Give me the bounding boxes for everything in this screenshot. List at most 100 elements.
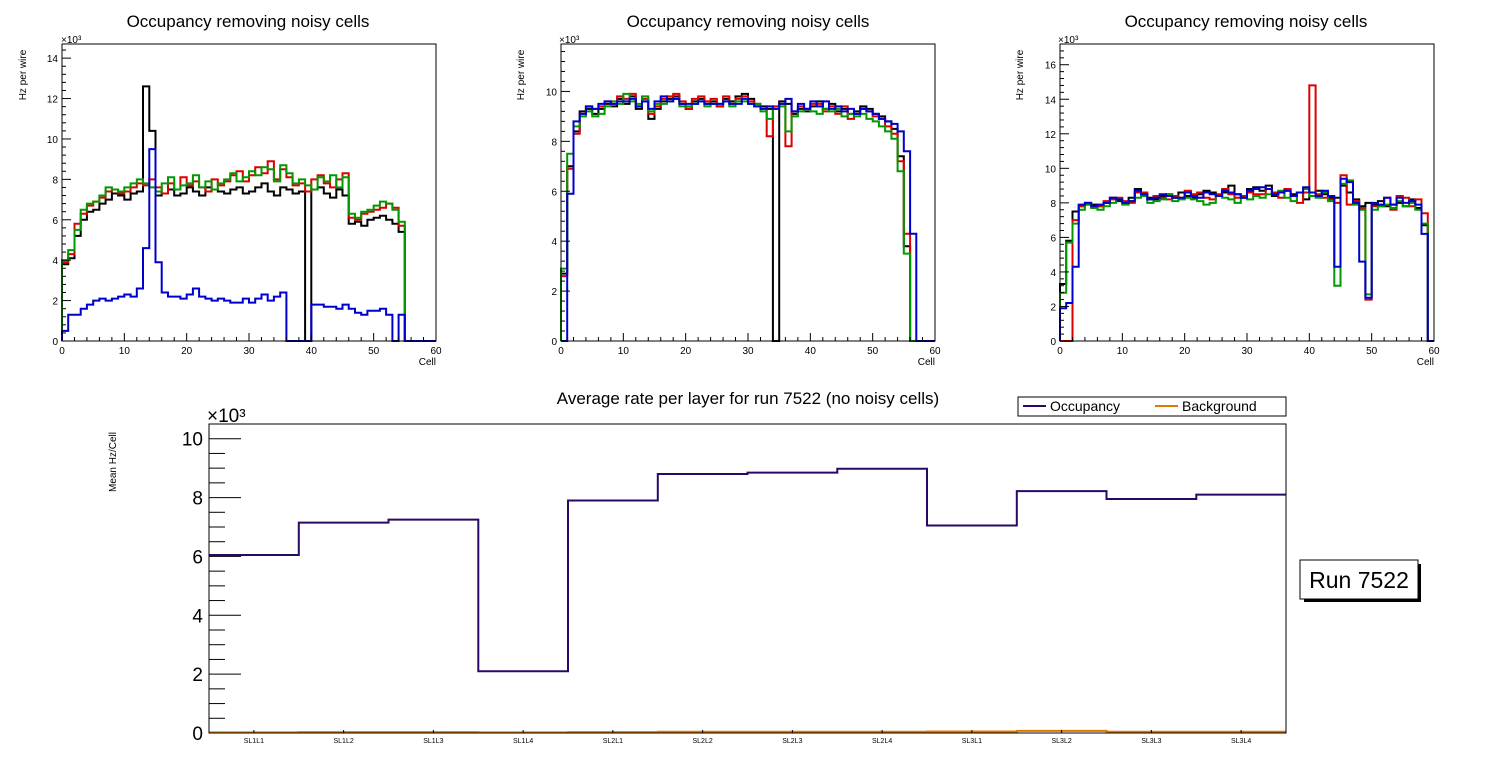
y-tick-label: 10: [1045, 164, 1057, 175]
series-layer: [560, 92, 935, 342]
x-category-label: SL1L1: [244, 738, 264, 745]
y-tick-label: 2: [551, 287, 557, 298]
x-category-label: SL2L1: [603, 738, 623, 745]
y-tick-label: 12: [47, 95, 59, 106]
series-l4: [561, 95, 935, 342]
axis-layer: SL1L1 SL1L2 SL1L3 SL1L4 SL2L1 SL2L2 SL2L3 SL2L4…: [182, 423, 1251, 745]
series-layer: [61, 85, 436, 342]
x-tick-label: 40: [306, 346, 318, 357]
y-axis-label: Hz per wire: [18, 49, 29, 100]
series-l1: [560, 92, 935, 342]
frame: [1059, 43, 1435, 342]
y-axis-label: Hz per wire: [1015, 49, 1026, 100]
x-category-label: SL2L2: [693, 738, 713, 745]
y-tick-label: 14: [1045, 95, 1057, 106]
frame: [61, 43, 437, 342]
x-tick-label: 20: [1179, 346, 1191, 357]
legend-label-background: Background: [1182, 398, 1257, 414]
y-exponent: ×10³: [1058, 35, 1079, 46]
series-l4: [61, 148, 436, 342]
x-tick-label: 60: [430, 346, 442, 357]
y-tick-label: 2: [1050, 302, 1056, 313]
y-tick-label: 8: [551, 137, 557, 148]
legend-box: [1017, 396, 1287, 417]
y-tick-label: 8: [1050, 199, 1056, 210]
y-axis-label: Mean Hz/Cell: [108, 432, 119, 492]
run-label-text: Run 7522: [1309, 567, 1409, 593]
plot-layer-sl3: Occupancy removing noisy cells ×10³ Hz p…: [1015, 12, 1440, 368]
legend: Occupancy Background: [1017, 396, 1287, 417]
y-tick-label: 0: [551, 337, 557, 348]
y-tick-label: 4: [52, 256, 58, 267]
legend-label-occupancy: Occupancy: [1050, 398, 1120, 414]
x-tick-label: 50: [1366, 346, 1378, 357]
y-exponent: ×10³: [559, 35, 580, 46]
x-tick-label: 20: [680, 346, 692, 357]
plot-title: Occupancy removing noisy cells: [627, 12, 870, 31]
y-tick-label: 12: [1045, 130, 1057, 141]
x-tick-label: 0: [59, 346, 65, 357]
x-tick-label: 10: [1117, 346, 1129, 357]
plot-layer-sl2: Occupancy removing noisy cells ×10³ Hz p…: [516, 12, 941, 368]
y-tick-label: 0: [1050, 337, 1056, 348]
y-tick-label: 16: [1045, 61, 1057, 72]
plot-average-rate: Average rate per layer for run 7522 (no …: [108, 389, 1421, 745]
y-tick-label: 14: [47, 54, 59, 65]
y-tick-label: 10: [182, 430, 203, 451]
x-category-label: SL1L2: [334, 738, 354, 745]
x-axis-label: Cell: [1417, 357, 1434, 368]
x-category-label: SL1L4: [513, 738, 533, 745]
x-tick-label: 10: [119, 346, 131, 357]
series-l1: [61, 85, 436, 342]
axis-layer: 0 10 20 30 40 50 60 0 2 4 6 8 10: [546, 50, 941, 357]
y-tick-label: 8: [52, 175, 58, 186]
x-tick-label: 0: [1057, 346, 1063, 357]
series-l3: [560, 92, 935, 342]
x-category-label: SL2L4: [872, 738, 892, 745]
y-exponent: ×10³: [207, 406, 246, 427]
x-tick-label: 20: [181, 346, 193, 357]
series-layer: [209, 467, 1286, 734]
x-category-label: SL3L3: [1141, 738, 1161, 745]
x-axis-label: Cell: [419, 357, 436, 368]
plot-title: Occupancy removing noisy cells: [127, 12, 370, 31]
y-tick-label: 0: [192, 724, 203, 745]
y-tick-label: 6: [1050, 233, 1056, 244]
series-l4: [1059, 177, 1434, 342]
x-tick-label: 40: [1304, 346, 1316, 357]
y-exponent: ×10³: [61, 35, 82, 46]
y-axis-label: Hz per wire: [516, 49, 527, 100]
x-axis-label: Cell: [918, 357, 935, 368]
run-label-box: [1299, 559, 1419, 600]
x-category-label: SL2L3: [782, 738, 802, 745]
series-l2: [560, 92, 935, 342]
plot-title: Average rate per layer for run 7522 (no …: [557, 389, 939, 408]
y-tick-label: 10: [47, 135, 59, 146]
series-background: [209, 729, 1286, 734]
x-tick-label: 60: [1428, 346, 1440, 357]
series-l2: [1060, 84, 1434, 342]
series-occupancy: [209, 467, 1286, 673]
x-tick-label: 30: [1241, 346, 1253, 357]
y-tick-label: 4: [1050, 268, 1056, 279]
y-tick-label: 8: [192, 489, 203, 510]
y-tick-label: 2: [52, 297, 58, 308]
x-tick-label: 0: [558, 346, 564, 357]
frame: [560, 43, 936, 342]
x-tick-label: 40: [805, 346, 817, 357]
y-tick-label: 0: [52, 337, 58, 348]
x-tick-label: 30: [742, 346, 754, 357]
axis-layer: 0 10 20 30 40 50 60 0 2 4 6 8 10 12 14: [47, 49, 442, 357]
series-l3: [61, 164, 436, 342]
y-tick-label: 6: [52, 216, 58, 227]
x-tick-label: 60: [929, 346, 941, 357]
x-category-label: SL3L2: [1052, 738, 1072, 745]
plot-title: Occupancy removing noisy cells: [1125, 12, 1368, 31]
plot-layer-sl1: Occupancy removing noisy cells ×10³ Hz p…: [18, 12, 442, 368]
y-tick-label: 6: [192, 547, 203, 568]
x-tick-label: 50: [867, 346, 879, 357]
frame: [208, 423, 1287, 734]
x-tick-label: 10: [618, 346, 630, 357]
run-label: Run 7522: [1299, 559, 1421, 602]
